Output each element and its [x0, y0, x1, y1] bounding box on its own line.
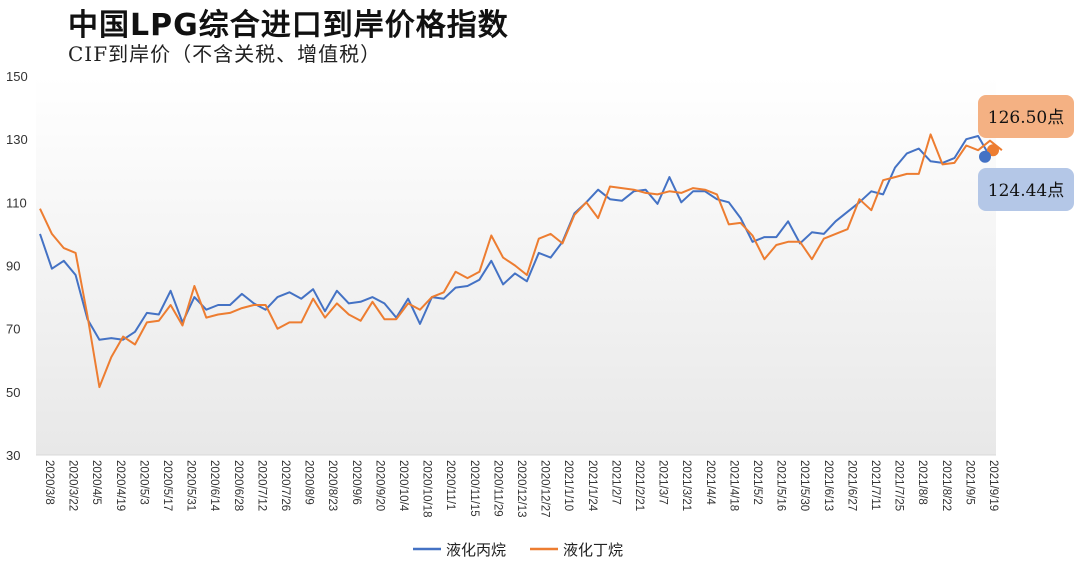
x-tick-label: 2021/2/7 — [609, 460, 621, 505]
butane-callout-box — [978, 95, 1074, 138]
series-line-propane — [39, 135, 991, 341]
x-tick-label: 2020/5/17 — [161, 460, 173, 511]
x-tick-label: 2021/2/21 — [633, 460, 645, 511]
y-tick-label: 110 — [6, 195, 27, 210]
x-tick-label: 2020/4/19 — [114, 460, 126, 511]
chart-subtitle: CIF到岸价（不含关税、增值税） — [68, 42, 382, 66]
x-tick-label: 2020/5/31 — [185, 460, 197, 511]
x-tick-label: 2021/4/4 — [704, 460, 716, 505]
y-tick-label: 70 — [6, 322, 20, 337]
x-tick-label: 2021/1/10 — [562, 460, 574, 511]
x-tick-label: 2021/9/5 — [963, 460, 975, 505]
callouts: 126.50点 124.44点 — [978, 95, 1074, 211]
x-tick-label: 2020/7/12 — [255, 460, 267, 511]
x-tick-label: 2020/8/9 — [303, 460, 315, 505]
y-tick-label: 150 — [6, 69, 28, 84]
butane-callout-label: 126.50点 — [988, 108, 1064, 128]
x-tick-label: 2020/11/15 — [468, 460, 480, 517]
x-tick-label: 2021/5/16 — [775, 460, 787, 511]
x-tick-label: 2020/11/1 — [444, 460, 456, 510]
series-lines — [39, 133, 1003, 389]
y-tick-label: 50 — [6, 385, 20, 400]
x-tick-label: 2020/3/22 — [67, 460, 79, 511]
x-tick-label: 2020/11/29 — [491, 460, 503, 517]
x-tick-label: 2021/8/8 — [916, 460, 928, 505]
y-tick-label: 90 — [6, 259, 20, 274]
x-tick-label: 2020/9/20 — [373, 460, 385, 511]
x-tick-label: 2020/4/5 — [90, 460, 102, 505]
x-tick-label: 2021/7/11 — [869, 460, 881, 510]
propane-callout-box — [978, 168, 1074, 211]
y-tick-label: 130 — [6, 132, 28, 147]
propane-end-marker — [979, 150, 991, 163]
legend-label-propane: 液化丙烷 — [446, 541, 506, 559]
x-tick-label: 2021/3/7 — [657, 460, 669, 505]
propane-callout-label: 124.44点 — [988, 181, 1064, 201]
legend: 液化丙烷 液化丁烷 — [413, 541, 623, 559]
x-tick-label: 2021/1/24 — [586, 460, 598, 512]
x-tick-label: 2021/7/25 — [893, 460, 905, 511]
legend-label-butane: 液化丁烷 — [563, 541, 623, 559]
x-tick-label: 2021/6/27 — [845, 460, 857, 511]
x-tick-label: 2020/10/4 — [397, 460, 409, 512]
x-tick-label: 2020/9/6 — [350, 460, 362, 505]
x-tick-label: 2021/5/30 — [798, 460, 810, 511]
x-tick-label: 2020/12/13 — [515, 460, 527, 518]
x-tick-label: 2021/3/21 — [680, 460, 692, 511]
x-tick-label: 2020/8/23 — [326, 460, 338, 511]
x-tick-label: 2021/9/19 — [987, 460, 999, 511]
x-axis: 2020/3/8 2020/3/22 2020/4/5 2020/4/19 2020/5… — [36, 454, 999, 518]
x-tick-label: 2020/3/8 — [43, 460, 55, 505]
y-axis: 30 50 70 90 110 130 150 — [6, 69, 28, 463]
x-tick-label: 2021/6/13 — [822, 460, 834, 511]
x-tick-label: 2020/6/28 — [232, 460, 244, 511]
x-tick-label: 2021/5/2 — [751, 460, 763, 505]
x-tick-label: 2021/4/18 — [727, 460, 739, 511]
series-line-butane — [39, 133, 1003, 389]
x-tick-label: 2021/8/22 — [940, 460, 952, 511]
x-tick-label: 2020/10/18 — [421, 460, 433, 518]
butane-end-marker — [987, 144, 999, 157]
x-tick-label: 2020/6/14 — [208, 460, 220, 512]
x-tick-label: 2020/7/26 — [279, 460, 291, 511]
x-tick-label: 2020/12/27 — [539, 460, 551, 518]
x-tick-label: 2020/5/3 — [137, 460, 149, 505]
y-tick-label: 30 — [6, 448, 20, 463]
chart-title: 中国LPG综合进口到岸价格指数 — [68, 8, 509, 43]
